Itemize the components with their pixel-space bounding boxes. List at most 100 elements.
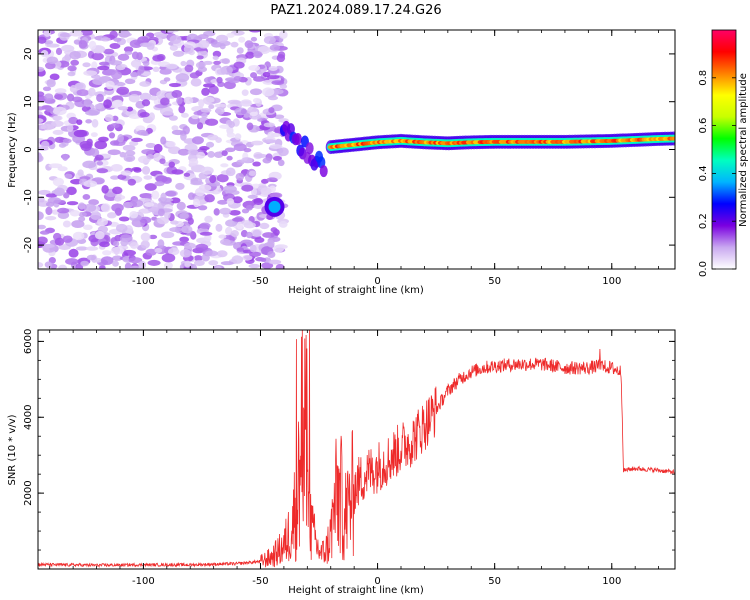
noise-speckle xyxy=(196,151,206,159)
noise-speckle xyxy=(198,99,205,108)
noise-speckle xyxy=(38,106,46,111)
noise-speckle xyxy=(142,60,150,67)
noise-speckle xyxy=(129,241,139,249)
colorbar-label: Normalized spectral amplitude xyxy=(738,73,749,227)
noise-speckle xyxy=(76,89,90,97)
noise-speckle xyxy=(146,154,155,160)
noise-speckle xyxy=(82,62,91,68)
noise-speckle xyxy=(100,203,111,213)
noise-speckle xyxy=(229,209,241,216)
noise-speckle xyxy=(266,177,278,183)
noise-speckle xyxy=(241,89,249,97)
noise-speckle xyxy=(269,192,283,199)
noise-speckle xyxy=(110,164,123,172)
noise-speckle xyxy=(269,144,283,149)
noise-speckle xyxy=(44,40,54,45)
noise-speckle xyxy=(214,265,222,269)
noise-speckle xyxy=(233,61,245,69)
x-tick-label: -100 xyxy=(132,276,155,287)
noise-speckle xyxy=(168,146,181,155)
noise-speckle xyxy=(272,155,282,161)
noise-speckle xyxy=(83,180,98,188)
noise-speckle xyxy=(42,243,55,248)
carrier-core xyxy=(672,136,675,141)
spectrogram-heatmap xyxy=(38,30,675,269)
noise-speckle xyxy=(120,239,129,247)
noise-speckle xyxy=(267,131,275,139)
noise-speckle xyxy=(241,220,253,226)
noise-speckle xyxy=(117,106,129,111)
noise-speckle xyxy=(223,185,237,194)
noise-speckle xyxy=(110,246,125,255)
noise-speckle xyxy=(86,254,97,261)
noise-speckle xyxy=(136,129,148,136)
noise-speckle xyxy=(219,43,226,50)
colorbar-ticks: 0.0 0.2 0.4 0.6 0.8 xyxy=(698,70,736,277)
noise-speckle xyxy=(100,37,111,42)
noise-speckle xyxy=(167,247,180,256)
noise-speckle xyxy=(253,153,268,158)
noise-speckle xyxy=(233,76,242,81)
noise-speckle xyxy=(236,247,245,252)
noise-speckle xyxy=(38,211,44,221)
noise-speckle xyxy=(70,59,80,66)
noise-speckle xyxy=(190,78,202,87)
noise-speckle xyxy=(38,66,45,72)
noise-speckle xyxy=(228,120,235,128)
streak-mark xyxy=(319,165,328,178)
noise-speckle xyxy=(191,114,200,120)
y-tick-label: -10 xyxy=(23,189,34,205)
noise-speckle xyxy=(118,32,132,37)
noise-speckle xyxy=(159,68,172,75)
noise-speckle xyxy=(146,42,155,50)
noise-speckle xyxy=(153,152,162,161)
noise-speckle xyxy=(52,177,65,187)
noise-speckle xyxy=(273,244,285,253)
noise-speckle xyxy=(94,231,105,240)
x-tick-label: -50 xyxy=(252,576,268,587)
noise-speckle xyxy=(199,222,211,230)
noise-speckle xyxy=(230,230,239,238)
noise-speckle xyxy=(172,50,185,57)
noise-speckle xyxy=(78,216,86,222)
noise-speckle xyxy=(261,262,274,269)
noise-speckle xyxy=(80,30,93,36)
noise-speckle xyxy=(82,160,97,169)
noise-speckle xyxy=(145,142,156,149)
noise-speckle xyxy=(100,256,114,266)
noise-speckle xyxy=(77,169,84,177)
noise-speckle xyxy=(111,71,123,80)
noise-speckle xyxy=(108,60,123,66)
noise-speckle xyxy=(117,133,124,143)
y-tick-label: 0 xyxy=(23,146,34,152)
noise-speckle xyxy=(189,72,200,79)
noise-speckle xyxy=(94,103,103,110)
noise-speckle xyxy=(166,63,178,69)
noise-speckle xyxy=(226,32,235,38)
noise-speckle xyxy=(171,169,184,175)
noise-speckle xyxy=(82,193,91,200)
noise-speckle xyxy=(252,229,262,237)
colorbar-gradient xyxy=(712,30,736,269)
noise-speckle xyxy=(159,158,166,165)
snr-ylabel: SNR (10 * v/v) xyxy=(7,414,18,485)
noise-speckle xyxy=(71,96,83,103)
noise-speckle xyxy=(40,50,49,58)
noise-speckle xyxy=(169,45,178,51)
noise-speckle xyxy=(240,108,247,115)
noise-speckle xyxy=(124,78,136,85)
noise-speckle xyxy=(49,73,60,81)
noise-speckle xyxy=(90,211,102,220)
noise-speckle xyxy=(245,231,253,239)
noise-speckle xyxy=(253,197,264,206)
noise-speckle xyxy=(278,147,289,157)
noise-speckle xyxy=(154,247,163,253)
noise-speckle xyxy=(83,203,97,212)
noise-speckle xyxy=(46,56,59,64)
noise-speckle xyxy=(178,81,188,86)
noise-speckle xyxy=(148,112,155,121)
noise-speckle xyxy=(164,190,177,197)
noise-speckle xyxy=(105,80,115,90)
y-tick-label: 20 xyxy=(23,48,34,61)
noise-speckle xyxy=(57,207,70,214)
